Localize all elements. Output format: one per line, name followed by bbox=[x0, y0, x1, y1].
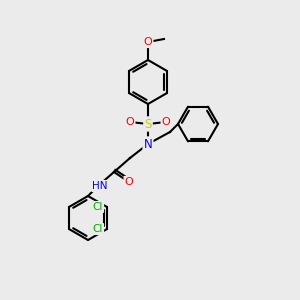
Text: N: N bbox=[144, 137, 152, 151]
Text: O: O bbox=[124, 177, 134, 187]
Text: O: O bbox=[162, 117, 170, 127]
Text: Cl: Cl bbox=[93, 202, 103, 212]
Text: HN: HN bbox=[92, 181, 108, 191]
Text: Cl: Cl bbox=[93, 224, 103, 234]
Text: O: O bbox=[144, 37, 152, 47]
Text: S: S bbox=[144, 118, 152, 130]
Text: O: O bbox=[126, 117, 134, 127]
